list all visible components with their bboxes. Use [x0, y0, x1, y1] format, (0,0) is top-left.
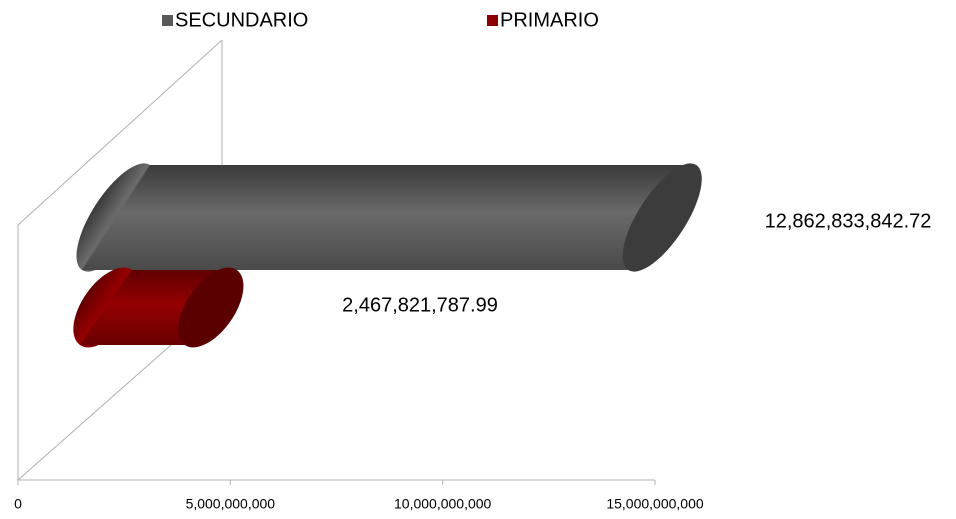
legend-label: SECUNDARIO	[175, 9, 308, 31]
bar	[82, 165, 697, 270]
x-tick-label: 5,000,000,000	[186, 496, 276, 512]
x-tick-label: 15,000,000,000	[606, 496, 704, 512]
x-tick-label: 0	[14, 496, 22, 512]
data-label: 12,862,833,842.72	[765, 210, 932, 232]
bar-cap	[622, 163, 702, 272]
wall-edge	[17, 39, 223, 226]
legend-label: PRIMARIO	[500, 9, 599, 31]
data-label: 2,467,821,787.99	[342, 294, 498, 316]
x-tick-label: 10,000,000,000	[394, 496, 492, 512]
bar-cap	[178, 267, 244, 348]
legend-swatch	[487, 15, 498, 26]
legend-swatch	[162, 15, 173, 26]
